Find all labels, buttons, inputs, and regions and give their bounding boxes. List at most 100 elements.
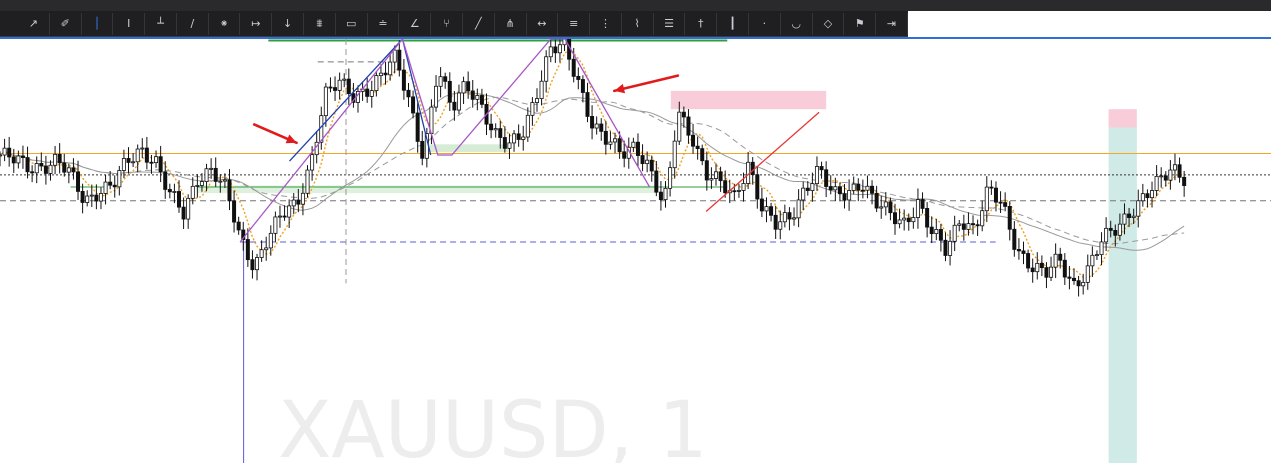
candle-body	[672, 140, 677, 169]
zigzag-blue[interactable]	[289, 39, 432, 162]
candles-layer	[0, 39, 1187, 297]
shape-tool-button[interactable]: ◇	[813, 12, 845, 35]
brush-tool-button[interactable]: ⁕	[209, 12, 241, 35]
candle-body	[1108, 227, 1113, 231]
angle-tool-button[interactable]: ∠	[399, 12, 432, 35]
candle-body	[323, 86, 328, 117]
pattern-icon: ⌇	[634, 17, 640, 30]
candle-body	[658, 191, 663, 201]
projection-tool-button[interactable]: ⇥	[876, 12, 908, 35]
dot-tool-button[interactable]: ·	[749, 12, 781, 35]
candle-body	[268, 232, 273, 249]
candle-body	[1021, 250, 1026, 254]
arrow-tool-button[interactable]: ↓	[272, 12, 305, 35]
rectangle-tool-button[interactable]: ▭	[336, 12, 368, 35]
channel-tool-button[interactable]: ⩩	[304, 12, 336, 35]
candle-body	[135, 148, 140, 163]
candle-body	[34, 163, 39, 174]
candle-body	[842, 193, 847, 201]
candle-body	[383, 72, 388, 76]
candle-body	[282, 215, 287, 218]
pattern-tool-button[interactable]: ⌇	[622, 12, 654, 35]
candle-body	[346, 78, 351, 95]
flag-tool-button[interactable]: ⚑	[844, 12, 877, 35]
red-arrow-left[interactable]	[252, 123, 298, 145]
candle-body	[599, 123, 604, 132]
candle-body	[906, 217, 911, 223]
red-arrow-right[interactable]	[613, 74, 680, 94]
candle-body	[250, 259, 255, 271]
pen-tool-button[interactable]: ✐	[50, 12, 82, 35]
marker-tool-button[interactable]: †	[685, 12, 718, 35]
candle-body	[732, 190, 737, 193]
candle-body	[103, 181, 108, 194]
candle-body	[553, 46, 558, 54]
candle-body	[640, 155, 645, 165]
vertical-line-tool-button[interactable]: │	[82, 12, 114, 35]
arc-tool-button[interactable]: ◡	[781, 12, 813, 35]
candle-body	[1177, 164, 1182, 178]
ray-icon: ↦	[251, 17, 261, 30]
cursor-tool-button[interactable]: ↗	[18, 12, 50, 35]
measure-icon: ╱	[475, 17, 482, 30]
candle-body	[259, 249, 264, 258]
candle-body	[824, 169, 829, 187]
fork-tool-button[interactable]: ⑂	[431, 12, 463, 35]
candle-body	[897, 219, 902, 225]
arc-icon: ◡	[791, 17, 801, 30]
horizontal-line-tool-button[interactable]: ┴	[145, 12, 177, 35]
candle-body	[934, 229, 939, 235]
candle-body	[695, 145, 700, 149]
candle-body	[709, 178, 714, 181]
zigzag-purple[interactable]	[239, 39, 651, 243]
candle-body	[888, 201, 893, 214]
pitchfork-tool-button[interactable]: ⋔	[495, 12, 527, 35]
candle-body	[736, 190, 741, 192]
range-tool-button[interactable]: ↔	[527, 12, 559, 35]
candle-body	[1150, 190, 1155, 199]
candle-body	[943, 239, 948, 256]
candle-body	[475, 95, 480, 100]
candle-body	[1122, 213, 1127, 225]
candle-body	[328, 86, 333, 89]
candle-body	[273, 216, 278, 234]
candle-body	[1026, 253, 1031, 269]
candle-body	[66, 167, 71, 173]
candle-body	[851, 183, 856, 191]
candle-body	[787, 212, 792, 220]
candle-body	[222, 179, 227, 182]
candle-body	[438, 76, 443, 87]
ray-tool-button[interactable]: ↦	[240, 12, 273, 35]
candle-tool-button[interactable]: ┃	[717, 12, 749, 35]
measure-tool-button[interactable]: ╱	[463, 12, 495, 35]
candle-body	[971, 223, 976, 226]
candle-body	[635, 141, 640, 156]
candle-body	[622, 151, 627, 159]
candle-body	[1058, 253, 1063, 261]
candle-body	[860, 189, 865, 192]
zigzag-red[interactable]	[705, 111, 820, 212]
fib-tool-button[interactable]: ≡	[558, 12, 591, 35]
candle-body	[140, 147, 145, 150]
candle-body	[654, 170, 659, 193]
text-tool-button[interactable]: I	[113, 12, 146, 35]
candle-body	[516, 133, 521, 140]
candle-body	[1076, 280, 1081, 287]
drawing-toolbar: ↗ ✐ │ I ┴ ∕ ⁕ ↦ ↓ ⩩ ▭ ≐ ∠ ⑂ ╱ ⋔ ↔ ≡ ⋮ ⌇ ☰ † ┃ · ◡ ◇ ⚑ ⇥	[0, 11, 908, 37]
candle-body	[755, 174, 760, 200]
candle-body	[369, 90, 374, 97]
levels-tool-button[interactable]: ☰	[654, 12, 686, 35]
trend-line-tool-button[interactable]: ∕	[177, 12, 209, 35]
candle-body	[1163, 175, 1168, 181]
candle-body	[883, 201, 888, 208]
ellipse-tool-button[interactable]: ≐	[368, 12, 400, 35]
candle-body	[512, 133, 517, 144]
candle-body	[411, 96, 416, 114]
price-chart[interactable]: XAUUSD, 1	[0, 39, 1271, 463]
candle-body	[287, 205, 292, 218]
channel-icon: ⩩	[316, 16, 323, 30]
candle-body	[241, 229, 246, 240]
candle-body	[163, 171, 168, 190]
gann-tool-button[interactable]: ⋮	[590, 12, 622, 35]
candle-body	[792, 217, 797, 220]
